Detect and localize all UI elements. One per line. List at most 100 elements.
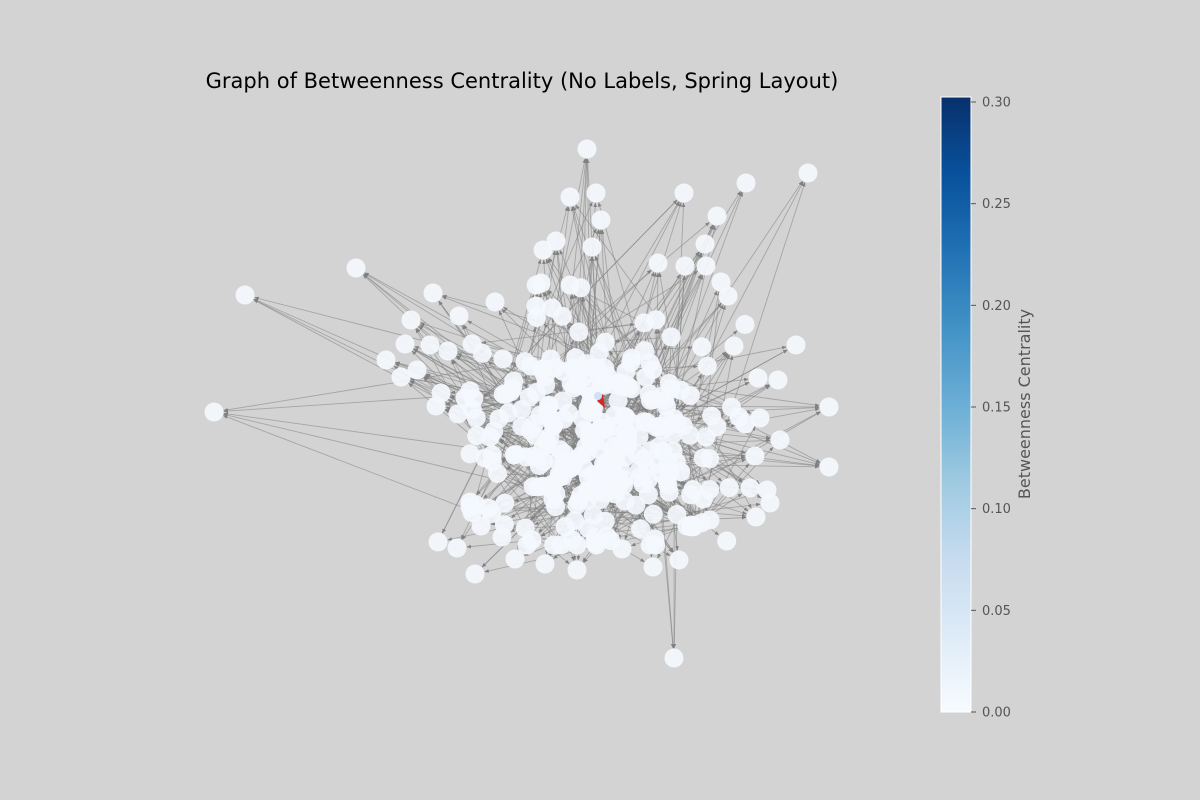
graph-node — [768, 370, 788, 390]
graph-node — [819, 397, 839, 417]
graph-node — [506, 445, 526, 465]
graph-node — [661, 379, 681, 399]
graph-node — [449, 306, 469, 326]
graph-node — [711, 272, 731, 292]
graph-node — [719, 478, 739, 498]
graph-node — [493, 349, 513, 369]
graph-node — [702, 406, 722, 426]
graph-edge — [524, 201, 593, 362]
graph-node — [681, 517, 701, 537]
graph-node — [535, 554, 555, 574]
graph-node — [591, 374, 611, 394]
graph-node — [395, 334, 415, 354]
colorbar-ticks: 0.00 0.05 0.10 0.15 0.20 0.25 0.30 — [971, 96, 1011, 721]
graph-node — [577, 139, 597, 159]
graph-node — [718, 286, 738, 306]
graph-node — [657, 470, 677, 490]
graph-node — [521, 356, 541, 376]
graph-node — [346, 258, 366, 278]
graph-node — [526, 275, 546, 295]
graph-node — [494, 515, 514, 535]
graph-node — [420, 335, 440, 355]
colorbar-gradient — [940, 96, 972, 713]
graph-node — [448, 404, 468, 424]
nodes-layer — [204, 139, 839, 668]
graph-node — [646, 535, 666, 555]
graph-node — [700, 480, 720, 500]
graph-node — [525, 425, 545, 445]
graph-node — [750, 408, 770, 428]
graph-node — [770, 430, 790, 450]
graph-node — [643, 504, 663, 524]
colorbar-label: Betweenness Centrality — [1015, 309, 1034, 499]
graph-node — [639, 384, 659, 404]
colorbar-tick-label: 0.20 — [982, 299, 1011, 314]
graph-edge — [643, 322, 668, 380]
graph-edge — [562, 158, 588, 372]
graph-node — [501, 382, 521, 402]
graph-node — [735, 315, 755, 334]
graph-node — [669, 550, 689, 570]
graph-node — [609, 373, 629, 393]
graph-node — [595, 358, 615, 378]
graph-node — [482, 504, 502, 524]
graph-node — [621, 352, 641, 372]
graph-node — [605, 406, 624, 425]
graph-node — [438, 341, 458, 361]
graph-node — [552, 306, 572, 326]
graph-node — [482, 452, 502, 472]
graph-node — [697, 356, 717, 376]
graph-node — [559, 403, 579, 423]
graph-node — [431, 383, 451, 403]
graph-node — [740, 478, 760, 498]
graph-node — [748, 368, 768, 388]
graph-node — [528, 477, 548, 497]
graph-node — [391, 367, 411, 387]
graph-node — [626, 495, 646, 515]
graph-node — [466, 408, 486, 428]
graph-node — [595, 332, 615, 352]
graph-node — [515, 518, 535, 538]
graph-node — [675, 256, 695, 276]
graph-edge — [689, 354, 731, 436]
graph-node — [464, 389, 484, 409]
graph-node — [407, 360, 427, 380]
colorbar-tick-label: 0.15 — [982, 401, 1011, 416]
graph-node — [591, 210, 611, 230]
graph-edge — [640, 492, 758, 530]
graph-node — [574, 458, 594, 478]
graph-node — [204, 402, 224, 422]
graph-node — [819, 457, 839, 477]
graph-node — [692, 337, 712, 357]
graph-node — [643, 557, 663, 577]
graph-node — [666, 452, 686, 472]
graph-node — [235, 285, 255, 305]
graph-node — [579, 518, 598, 538]
graph-node — [674, 183, 694, 203]
graph-edge — [701, 426, 756, 524]
graph-node — [571, 278, 591, 298]
graph-node — [569, 322, 589, 342]
graph-node — [566, 348, 586, 368]
graph-node — [567, 560, 587, 580]
graph-node — [745, 446, 765, 466]
graph-node — [646, 310, 666, 330]
chart-title: Graph of Betweenness Centrality (No Labe… — [206, 69, 839, 93]
highlight-marker — [597, 394, 605, 408]
graph-node — [707, 206, 727, 226]
graph-node — [517, 535, 537, 555]
graph-node — [673, 416, 693, 436]
graph-node — [696, 427, 716, 447]
graph-node — [648, 253, 668, 273]
graph-node — [465, 564, 485, 584]
graph-node — [582, 237, 602, 257]
graph-edge — [442, 294, 579, 333]
graph-node — [447, 538, 467, 558]
graph-node — [484, 421, 504, 441]
graph-node — [601, 531, 621, 551]
colorbar-tick-label: 0.25 — [982, 197, 1011, 212]
graph-node — [546, 231, 566, 251]
graph-edge — [489, 477, 589, 523]
